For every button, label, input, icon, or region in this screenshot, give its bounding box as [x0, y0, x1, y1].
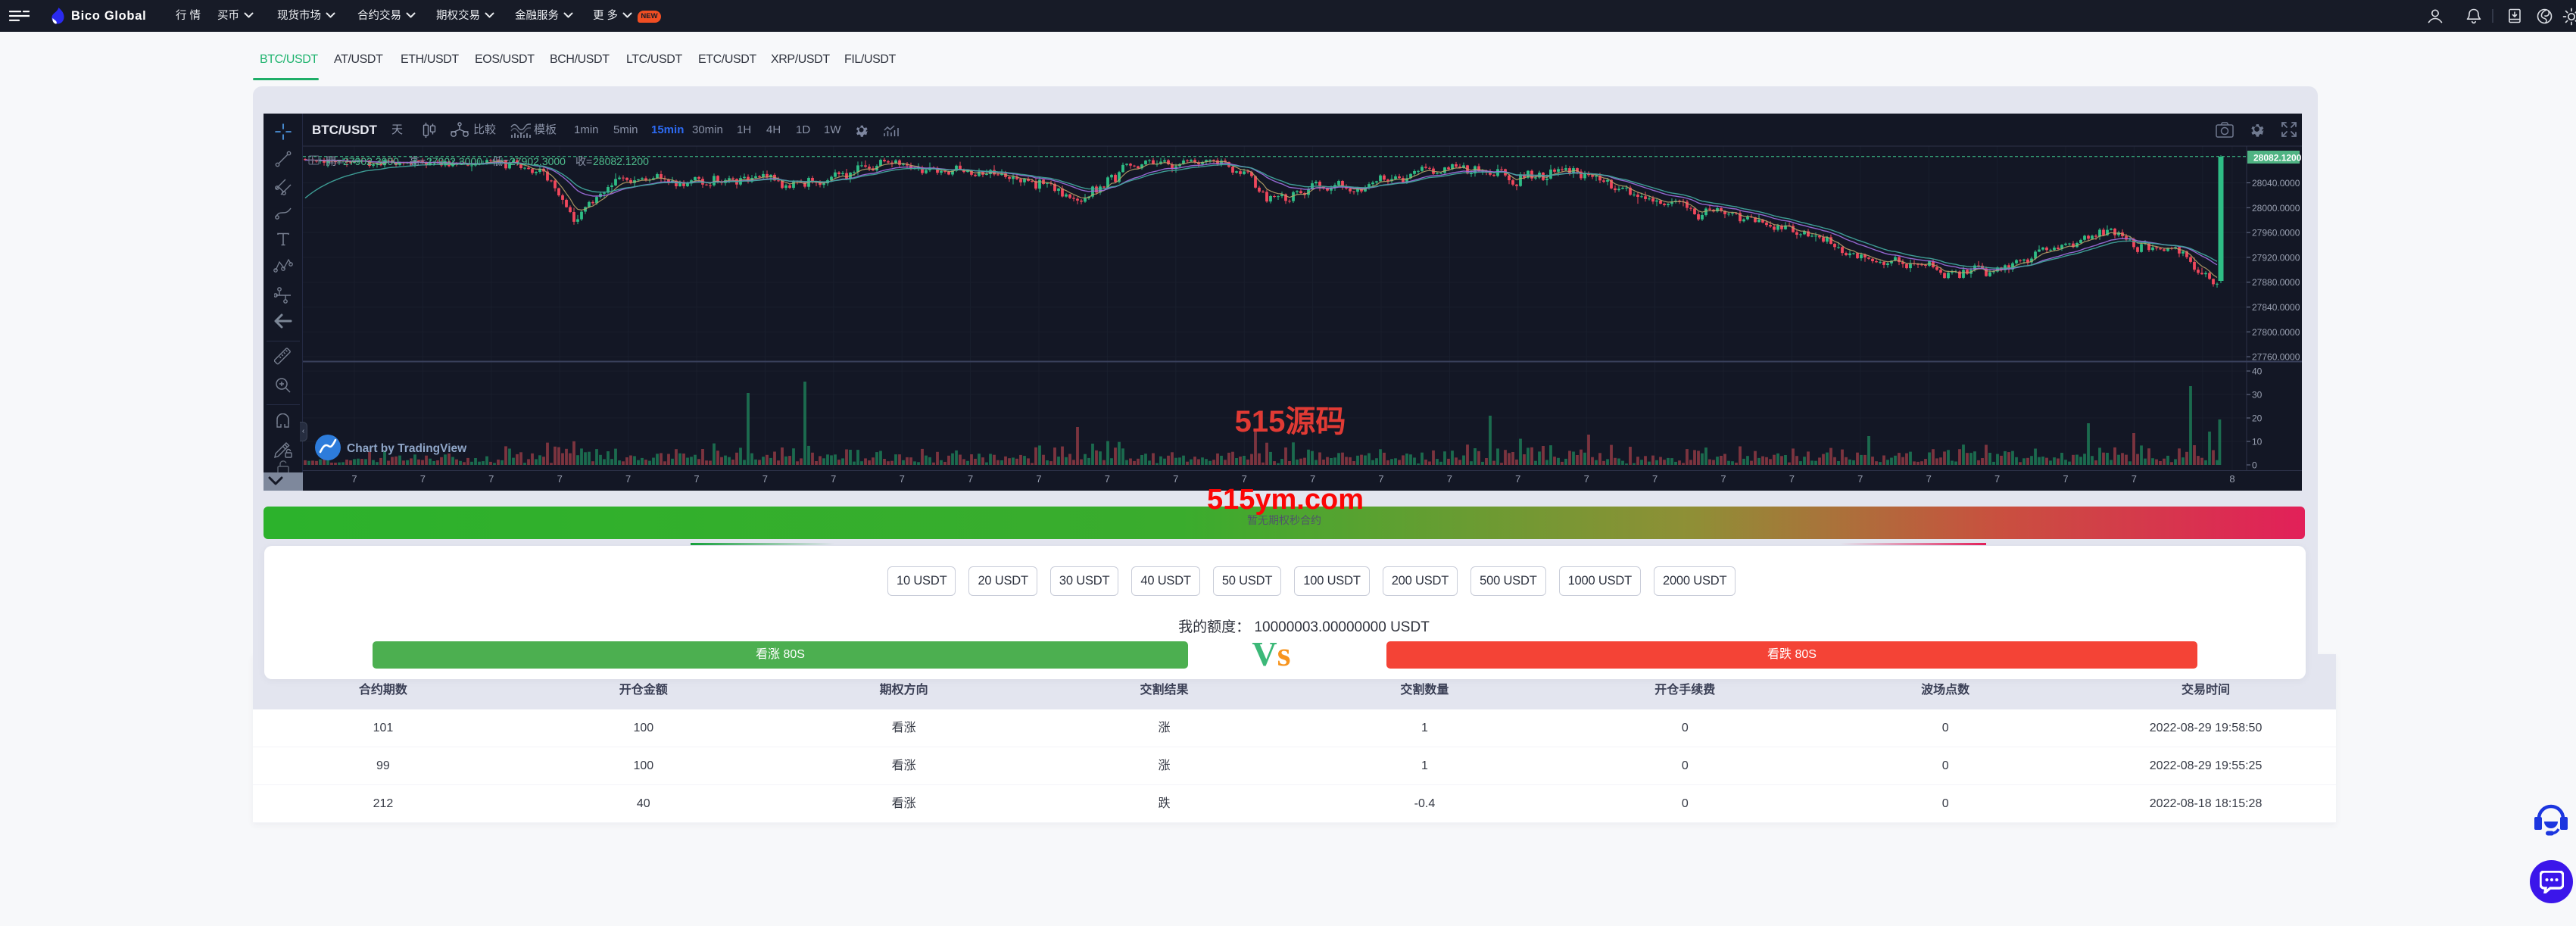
svg-text:7: 7	[1310, 473, 1315, 485]
svg-text:7: 7	[763, 473, 768, 485]
svg-text:28082.1200: 28082.1200	[2253, 153, 2302, 164]
svg-text:7: 7	[2132, 473, 2137, 485]
svg-text:7: 7	[1173, 473, 1178, 485]
svg-text:7: 7	[1242, 473, 1247, 485]
svg-text:7: 7	[1652, 473, 1658, 485]
svg-text:7: 7	[1036, 473, 1041, 485]
svg-text:7: 7	[694, 473, 699, 485]
svg-text:20: 20	[2252, 413, 2263, 424]
svg-text:7: 7	[1105, 473, 1110, 485]
svg-text:28000.0000: 28000.0000	[2252, 203, 2300, 214]
svg-text:7: 7	[1515, 473, 1520, 485]
svg-text:開=: 開=	[326, 155, 342, 167]
svg-text:收=: 收=	[575, 155, 592, 167]
svg-text:7: 7	[1926, 473, 1932, 485]
svg-text:7: 7	[1857, 473, 1863, 485]
svg-text:7: 7	[488, 473, 494, 485]
svg-text:7: 7	[1994, 473, 2000, 485]
svg-text:低=: 低=	[492, 155, 509, 167]
svg-text:7: 7	[900, 473, 905, 485]
svg-text:27902.3000: 27902.3000	[426, 155, 482, 167]
svg-text:高=: 高=	[409, 155, 426, 167]
svg-text:8: 8	[2229, 473, 2235, 485]
svg-text:7: 7	[351, 473, 357, 485]
svg-text:40: 40	[2252, 366, 2263, 377]
svg-text:28040.0000: 28040.0000	[2252, 178, 2300, 189]
svg-text:27902.3000: 27902.3000	[510, 155, 566, 167]
svg-text:7: 7	[1584, 473, 1589, 485]
svg-text:30: 30	[2252, 390, 2263, 401]
svg-text:7: 7	[831, 473, 836, 485]
svg-text:Chart by TradingView: Chart by TradingView	[347, 442, 467, 455]
svg-text:27880.0000: 27880.0000	[2252, 277, 2300, 288]
svg-text:0: 0	[2252, 460, 2257, 471]
svg-text:27920.0000: 27920.0000	[2252, 252, 2300, 263]
svg-text:7: 7	[1720, 473, 1726, 485]
svg-text:10: 10	[2252, 437, 2263, 447]
svg-text:7: 7	[2063, 473, 2068, 485]
svg-text:27840.0000: 27840.0000	[2252, 302, 2300, 313]
svg-text:27960.0000: 27960.0000	[2252, 228, 2300, 239]
svg-text:27800.0000: 27800.0000	[2252, 327, 2300, 338]
svg-text:7: 7	[625, 473, 631, 485]
svg-text:27902.3000: 27902.3000	[343, 155, 399, 167]
svg-text:28082.1200: 28082.1200	[593, 155, 649, 167]
svg-text:7: 7	[1789, 473, 1795, 485]
svg-text:7: 7	[968, 473, 973, 485]
svg-text:7: 7	[1378, 473, 1383, 485]
svg-text:7: 7	[420, 473, 426, 485]
svg-text:7: 7	[557, 473, 563, 485]
svg-text:27760.0000: 27760.0000	[2252, 352, 2300, 363]
svg-text:515源码: 515源码	[1235, 405, 1346, 438]
svg-text:7: 7	[1447, 473, 1452, 485]
